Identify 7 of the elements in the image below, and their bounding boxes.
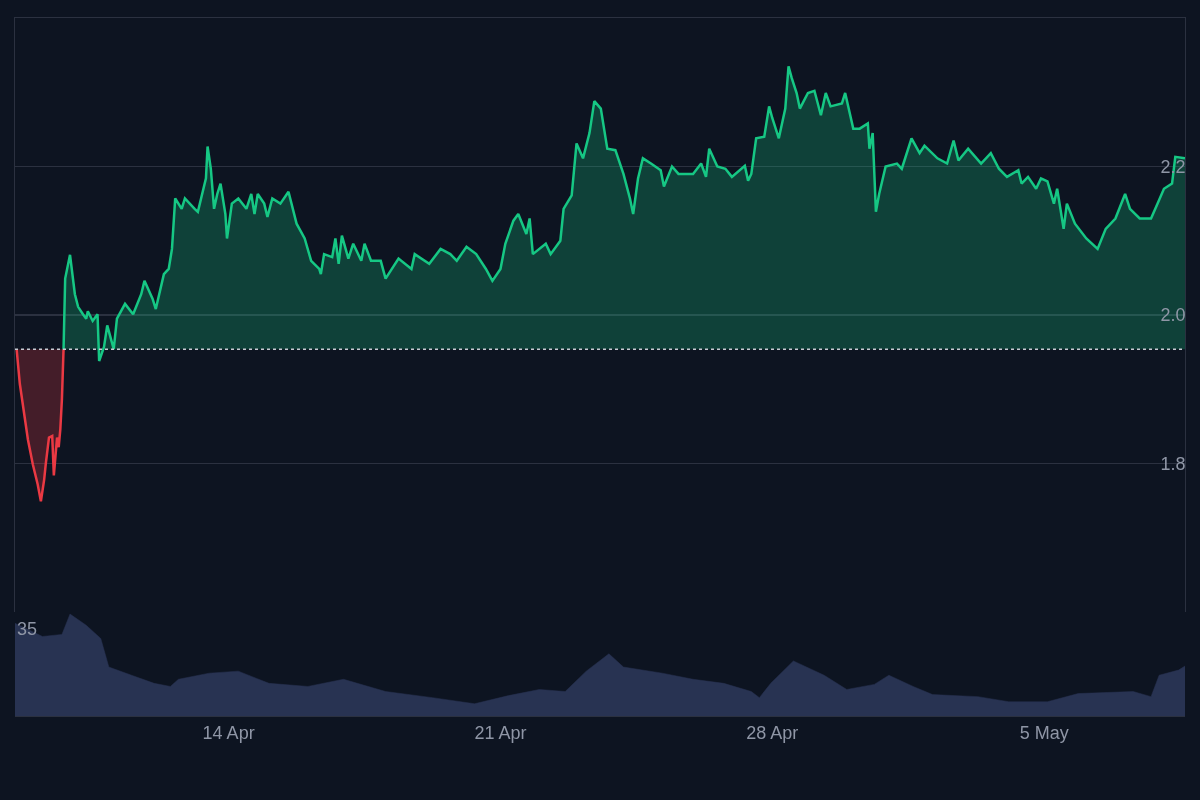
y-tick-label: 1.8 — [1160, 453, 1186, 474]
x-tick-label: 14 Apr — [202, 722, 255, 743]
x-tick-label: 21 Apr — [474, 722, 527, 743]
y-tick-label: 2.0 — [1160, 305, 1186, 326]
annotation: 35 — [17, 619, 38, 639]
x-tick-label: 5 May — [1019, 722, 1069, 743]
x-tick-label: 28 Apr — [746, 722, 799, 743]
